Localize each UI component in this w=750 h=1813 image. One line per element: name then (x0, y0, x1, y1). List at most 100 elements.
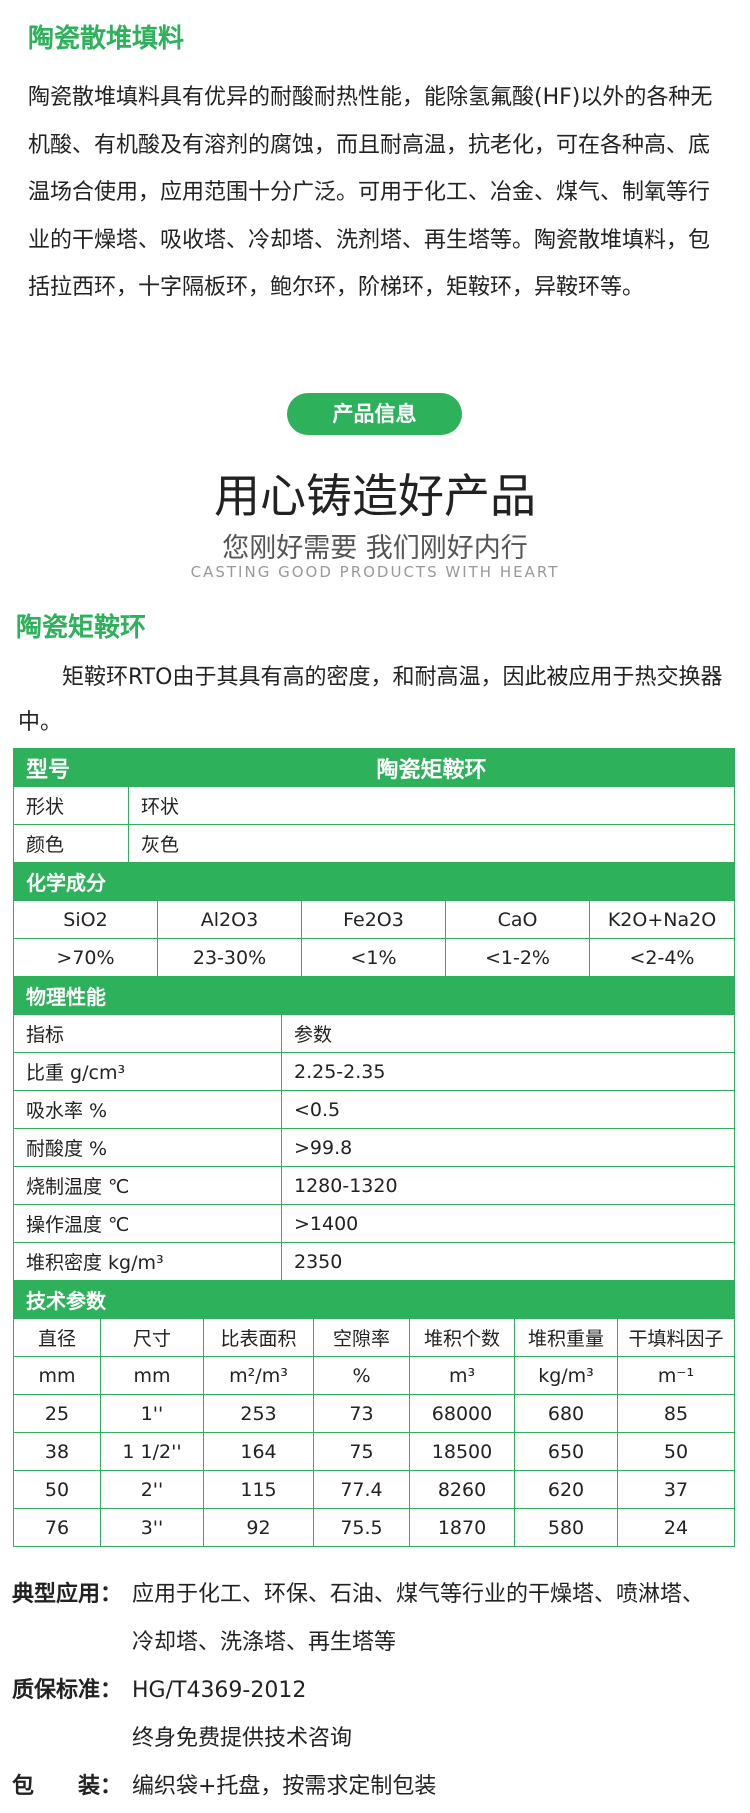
cell: 650 (514, 1432, 618, 1471)
table-row: 38 1 1/2'' 164 75 18500 650 50 (13, 1432, 735, 1471)
cell: <2-4% (589, 938, 735, 977)
cell: 耐酸度 % (13, 1128, 282, 1167)
footer-label: 典型应用： (12, 1582, 123, 1607)
cell: 堆积密度 kg/m³ (13, 1242, 282, 1281)
cell: 2350 (281, 1242, 735, 1281)
cell: 24 (617, 1508, 735, 1547)
footer-label: 包 装： (12, 1774, 123, 1799)
table-row: 比重 g/cm³ 2.25-2.35 (13, 1052, 735, 1091)
table-block: 指标 参数 比重 g/cm³ 2.25-2.35 吸水率 % <0.5 耐酸度 % >99.8… (13, 1014, 735, 1281)
table-body: 技术参数 (13, 1280, 735, 1319)
table-row: 技术参数 (13, 1280, 735, 1319)
cell: 2'' (100, 1470, 204, 1509)
footer-line: 终身免费提供技术咨询 (132, 1726, 353, 1751)
cell: 77.4 (313, 1470, 410, 1509)
cell: 253 (203, 1394, 314, 1433)
cell: 干填料因子 (617, 1318, 735, 1357)
cell: 3'' (100, 1508, 204, 1547)
cell: 75.5 (313, 1508, 410, 1547)
cell: 直径 (13, 1318, 101, 1357)
cell: 76 (13, 1508, 101, 1547)
table-row: 吸水率 % <0.5 (13, 1090, 735, 1129)
cell: m³ (409, 1356, 515, 1395)
cell: 尺寸 (100, 1318, 204, 1357)
cell: m²/m³ (203, 1356, 314, 1395)
cell: 92 (203, 1508, 314, 1547)
table-row: >70% 23-30% <1% <1-2% <2-4% (13, 938, 735, 977)
cell: 1'' (100, 1394, 204, 1433)
cell: 50 (617, 1432, 735, 1471)
cell: 85 (617, 1394, 735, 1433)
cell: <1% (301, 938, 446, 977)
cell: SiO2 (13, 900, 158, 939)
footer-line: HG/T4369-2012 (132, 1678, 307, 1703)
cell: 空隙率 (313, 1318, 410, 1357)
footer-value: 应用于化工、环保、石油、煤气等行业的干燥塔、喷淋塔、 冷却塔、洗涤塔、再生塔等 (132, 1571, 742, 1667)
cell: >99.8 (281, 1128, 735, 1167)
cell: 68000 (409, 1394, 515, 1433)
footer-value: HG/T4369-2012 终身免费提供技术咨询 (132, 1667, 742, 1763)
table-body: 指标 参数 比重 g/cm³ 2.25-2.35 吸水率 % <0.5 耐酸度 % >99.8… (13, 1014, 735, 1281)
cell: 620 (514, 1470, 618, 1509)
cell: K2O+Na2O (589, 900, 735, 939)
cell: mm (100, 1356, 204, 1395)
table-block: 直径 尺寸 比表面积 空隙率 堆积个数 堆积重量 干填料因子 mm mm m²/m³% m³ kg/m… (13, 1318, 735, 1547)
footer-item: 质保标准： HG/T4369-2012 终身免费提供技术咨询 (12, 1667, 742, 1763)
footer-value: 编织袋+托盘，按需求定制包装 (132, 1763, 742, 1811)
header-cell: 型号 (13, 748, 129, 787)
table-row: 耐酸度 % >99.8 (13, 1128, 735, 1167)
table-block: 技术参数 (13, 1280, 735, 1319)
cell: mm (13, 1356, 101, 1395)
section-title: 陶瓷矩鞍环 (16, 613, 147, 643)
table-row: SiO2 Al2O3 Fe2O3 CaO K2O+Na2O (13, 900, 735, 939)
table-row: 直径 尺寸 比表面积 空隙率 堆积个数 堆积重量 干填料因子 (13, 1318, 735, 1357)
section-band: 化学成分 (13, 862, 735, 901)
footer-label: 质保标准： (12, 1678, 123, 1703)
cell: 73 (313, 1394, 410, 1433)
cell: 23-30% (157, 938, 302, 977)
cell: 18500 (409, 1432, 515, 1471)
cell: 颜色 (13, 824, 129, 863)
cell: CaO (445, 900, 590, 939)
section-title: 陶瓷散堆填料 (28, 24, 185, 54)
table-row: 操作温度 ℃ >1400 (13, 1204, 735, 1243)
english-slogan: CASTING GOOD PRODUCTS WITH HEART (190, 563, 560, 581)
cell: <1-2% (445, 938, 590, 977)
cell: 2.25-2.35 (281, 1052, 735, 1091)
table-row: 型号 陶瓷矩鞍环 (13, 748, 735, 787)
footer-info: 典型应用： 应用于化工、环保、石油、煤气等行业的干燥塔、喷淋塔、 冷却塔、洗涤塔、再… (12, 1571, 742, 1811)
spec-table: 型号 陶瓷矩鞍环 形状 环状 颜色 灰色 化学成分 SiO2 Al2O3 Fe2O3 CaO K2O+… (13, 748, 735, 1547)
table-row: 形状 环状 (13, 786, 735, 825)
cell: Al2O3 (157, 900, 302, 939)
header-cell: 陶瓷矩鞍环 (128, 748, 735, 787)
cell: >70% (13, 938, 158, 977)
cell: 25 (13, 1394, 101, 1433)
cell: 堆积重量 (514, 1318, 618, 1357)
table-body: SiO2 Al2O3 Fe2O3 CaO K2O+Na2O >70% 23-30% <1% <1… (13, 900, 735, 977)
footer-line: 冷却塔、洗涤塔、再生塔等 (132, 1630, 397, 1655)
cell: 形状 (13, 786, 129, 825)
cell: m⁻¹ (617, 1356, 735, 1395)
table-row: 化学成分 (13, 862, 735, 901)
table-row: 25 1'' 253 73 68000 680 85 (13, 1394, 735, 1433)
intro: 矩鞍环RTO由于其具有高的密度，和耐高温，因此被应用于热交换器中。 (18, 665, 723, 735)
cell: 比表面积 (203, 1318, 314, 1357)
footer-line: 应用于化工、环保、石油、煤气等行业的干燥塔、喷淋塔、 (132, 1582, 705, 1607)
table-body: 化学成分 (13, 862, 735, 901)
footer-line: 编织袋+托盘，按需求定制包装 (132, 1774, 437, 1799)
table-body: 物理性能 (13, 976, 735, 1015)
table-row: 50 2'' 115 77.4 8260 620 37 (13, 1470, 735, 1509)
table-block: 型号 陶瓷矩鞍环 形状 环状 颜色 灰色 (13, 748, 735, 863)
cell: 115 (203, 1470, 314, 1509)
cell: 1 1/2'' (100, 1432, 204, 1471)
table-row: 指标 参数 (13, 1014, 735, 1053)
footer-item: 典型应用： 应用于化工、环保、石油、煤气等行业的干燥塔、喷淋塔、 冷却塔、洗涤塔、再… (12, 1571, 742, 1667)
cell: 75 (313, 1432, 410, 1471)
cell: 环状 (128, 786, 735, 825)
table-row: 烧制温度 ℃ 1280-1320 (13, 1166, 735, 1205)
section-band: 技术参数 (13, 1280, 735, 1319)
cell: 8260 (409, 1470, 515, 1509)
table-block: 物理性能 (13, 976, 735, 1015)
paragraph: 陶瓷散堆填料具有优异的耐酸耐热性能，能除氢氟酸(HF)以外的各种无机酸、有机酸及… (28, 85, 713, 300)
